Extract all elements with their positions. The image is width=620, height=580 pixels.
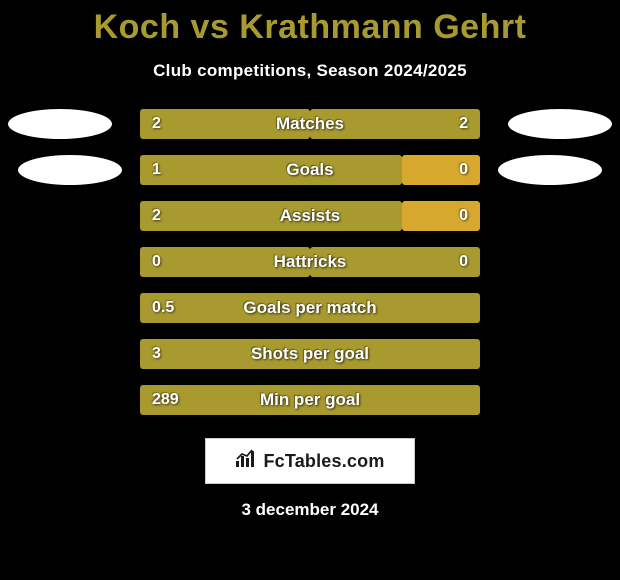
bar-left: [140, 201, 402, 231]
left-club-icon: [8, 109, 112, 139]
logo-text: FcTables.com: [263, 451, 384, 472]
page-title: Koch vs Krathmann Gehrt: [0, 0, 620, 47]
right-club-icon: [498, 155, 602, 185]
bar-right: [402, 201, 480, 231]
bar-right: [310, 109, 480, 139]
value-right: 0: [459, 247, 468, 277]
stat-row: Assists20: [0, 201, 620, 231]
date-label: 3 december 2024: [0, 500, 620, 520]
bar-left: [140, 293, 480, 323]
bar-right: [402, 155, 480, 185]
value-left: 2: [152, 201, 161, 231]
value-left: 3: [152, 339, 161, 369]
comparison-chart: Matches22Goals10Assists20Hattricks00Goal…: [0, 109, 620, 429]
value-right: 2: [459, 109, 468, 139]
value-left: 2: [152, 109, 161, 139]
value-left: 289: [152, 385, 179, 415]
value-right: 0: [459, 155, 468, 185]
left-club-icon: [18, 155, 122, 185]
subtitle: Club competitions, Season 2024/2025: [0, 61, 620, 81]
source-logo: FcTables.com: [205, 438, 415, 484]
bar-left: [140, 247, 310, 277]
stat-row: Hattricks00: [0, 247, 620, 277]
value-left: 1: [152, 155, 161, 185]
value-right: 0: [459, 201, 468, 231]
bar-chart-icon: [235, 449, 257, 474]
right-club-icon: [508, 109, 612, 139]
stat-row: Shots per goal3: [0, 339, 620, 369]
stat-row: Goals per match0.5: [0, 293, 620, 323]
bar-left: [140, 109, 310, 139]
bar-left: [140, 155, 402, 185]
bar-right: [310, 247, 480, 277]
bar-left: [140, 385, 480, 415]
stat-row: Min per goal289: [0, 385, 620, 415]
bar-left: [140, 339, 480, 369]
value-left: 0.5: [152, 293, 174, 323]
value-left: 0: [152, 247, 161, 277]
